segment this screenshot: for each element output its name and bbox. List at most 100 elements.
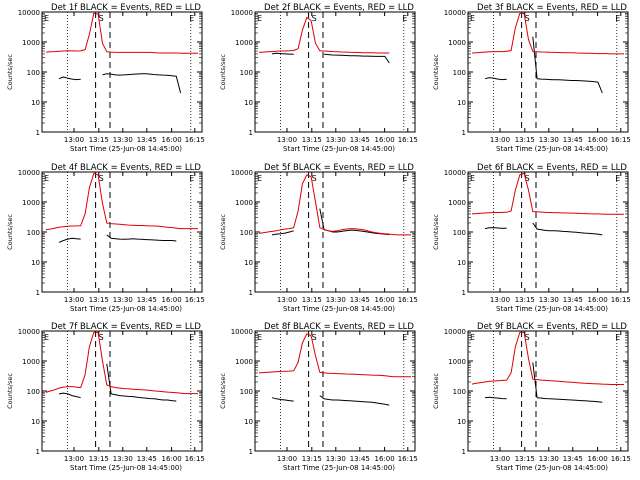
x-axis-label: Start Time (25-Jun-08 14:45:00) <box>283 305 395 313</box>
events-series-line <box>271 395 390 406</box>
y-axis-label: Counts/sec <box>432 373 440 409</box>
x-tick-label: 13:00 <box>64 296 84 304</box>
marker-s: S <box>99 14 104 23</box>
y-tick-label: 10000 <box>444 328 466 336</box>
lld-series-line <box>471 172 624 215</box>
marker-e-left: E <box>257 333 262 342</box>
x-tick-label: 13:30 <box>539 136 559 144</box>
marker-e-right: E <box>615 14 620 23</box>
y-tick-label: 1 <box>249 129 253 137</box>
y-tick-label: 1000 <box>22 358 40 366</box>
x-tick-label: 13:15 <box>89 136 109 144</box>
x-tick-label: 13:15 <box>515 296 535 304</box>
x-tick-label: 13:45 <box>563 455 583 463</box>
y-tick-label: 1000 <box>235 39 253 47</box>
panel-title: Det 5f BLACK = Events, RED = LLD <box>264 163 414 173</box>
x-axis-label: Start Time (25-Jun-08 14:45:00) <box>70 145 182 153</box>
marker-e-right: E <box>189 174 194 183</box>
y-tick-label: 10 <box>457 259 466 267</box>
y-tick-label: 100 <box>240 388 253 396</box>
x-tick-label: 16:00 <box>375 455 395 463</box>
detector-panel-1: Det 1f BLACK = Events, RED = LLD Counts/s… <box>6 3 205 153</box>
lld-series-line <box>258 17 390 54</box>
detector-panel-4: Det 4f BLACK = Events, RED = LLD Counts/s… <box>6 163 205 313</box>
x-tick-label: 13:00 <box>490 455 510 463</box>
y-tick-label: 10 <box>244 99 253 107</box>
marker-e-right: E <box>189 333 194 342</box>
x-tick-label: 16:15 <box>398 296 418 304</box>
marker-s: S <box>312 14 317 23</box>
y-tick-label: 10 <box>244 418 253 426</box>
x-axis-label: Start Time (25-Jun-08 14:45:00) <box>283 464 395 472</box>
plot-frame <box>41 171 203 293</box>
x-tick-label: 16:00 <box>375 296 395 304</box>
y-tick-label: 10000 <box>18 169 40 177</box>
y-tick-label: 10000 <box>444 169 466 177</box>
x-tick-label: 13:45 <box>350 296 370 304</box>
x-tick-label: 16:00 <box>162 296 182 304</box>
marker-e-right: E <box>402 333 407 342</box>
y-tick-label: 1000 <box>448 199 466 207</box>
y-tick-label: 10000 <box>18 328 40 336</box>
marker-s: S <box>525 174 530 183</box>
marker-e-left: E <box>44 174 49 183</box>
plot-frame <box>41 330 203 452</box>
y-axis-label: Counts/sec <box>432 54 440 90</box>
y-tick-label: 1 <box>462 289 466 297</box>
plot-frame <box>467 330 629 452</box>
panel-title: Det 1f BLACK = Events, RED = LLD <box>51 3 201 13</box>
y-tick-label: 10000 <box>231 169 253 177</box>
marker-s: S <box>99 174 104 183</box>
x-tick-label: 16:00 <box>162 455 182 463</box>
x-tick-label: 16:00 <box>588 136 608 144</box>
x-tick-label: 13:30 <box>326 455 346 463</box>
panel-title: Det 3f BLACK = Events, RED = LLD <box>477 3 627 13</box>
x-tick-label: 13:15 <box>89 296 109 304</box>
x-tick-label: 16:00 <box>375 136 395 144</box>
panel-title: Det 6f BLACK = Events, RED = LLD <box>477 163 627 173</box>
y-tick-label: 1000 <box>448 39 466 47</box>
y-tick-label: 1 <box>36 129 40 137</box>
y-axis-label: Counts/sec <box>6 214 14 250</box>
marker-e-left: E <box>470 174 475 183</box>
x-tick-label: 13:15 <box>302 455 322 463</box>
y-tick-label: 100 <box>27 229 40 237</box>
plot-frame <box>254 330 416 452</box>
x-tick-label: 13:30 <box>113 296 133 304</box>
x-tick-label: 13:00 <box>64 455 84 463</box>
y-tick-label: 100 <box>453 388 466 396</box>
events-series-line <box>484 362 603 403</box>
detector-panel-8: Det 8f BLACK = Events, RED = LLD Counts/s… <box>219 322 418 472</box>
y-tick-label: 10000 <box>231 9 253 17</box>
x-tick-label: 13:00 <box>490 136 510 144</box>
y-tick-label: 1 <box>249 448 253 456</box>
detector-panel-5: Det 5f BLACK = Events, RED = LLD Counts/s… <box>219 163 418 313</box>
x-tick-label: 16:15 <box>611 136 631 144</box>
y-tick-label: 100 <box>27 69 40 77</box>
panel-title: Det 2f BLACK = Events, RED = LLD <box>264 3 414 13</box>
plot-frame <box>467 171 629 293</box>
x-tick-label: 13:30 <box>113 455 133 463</box>
x-tick-label: 13:00 <box>64 136 84 144</box>
marker-s: S <box>312 333 317 342</box>
y-tick-label: 10000 <box>18 9 40 17</box>
marker-s: S <box>312 174 317 183</box>
y-tick-label: 1 <box>462 129 466 137</box>
plot-frame <box>41 11 203 133</box>
x-axis-label: Start Time (25-Jun-08 14:45:00) <box>496 305 608 313</box>
y-tick-label: 100 <box>240 229 253 237</box>
y-tick-label: 100 <box>240 69 253 77</box>
plot-frame <box>254 11 416 133</box>
y-tick-label: 1000 <box>22 199 40 207</box>
y-tick-label: 10000 <box>444 9 466 17</box>
x-axis-label: Start Time (25-Jun-08 14:45:00) <box>70 305 182 313</box>
marker-e-right: E <box>402 174 407 183</box>
x-axis-label: Start Time (25-Jun-08 14:45:00) <box>496 464 608 472</box>
x-tick-label: 13:00 <box>277 136 297 144</box>
marker-e-left: E <box>257 174 262 183</box>
y-tick-label: 1000 <box>448 358 466 366</box>
y-tick-label: 10 <box>31 259 40 267</box>
x-tick-label: 13:45 <box>563 136 583 144</box>
marker-e-right: E <box>615 333 620 342</box>
marker-e-right: E <box>615 174 620 183</box>
